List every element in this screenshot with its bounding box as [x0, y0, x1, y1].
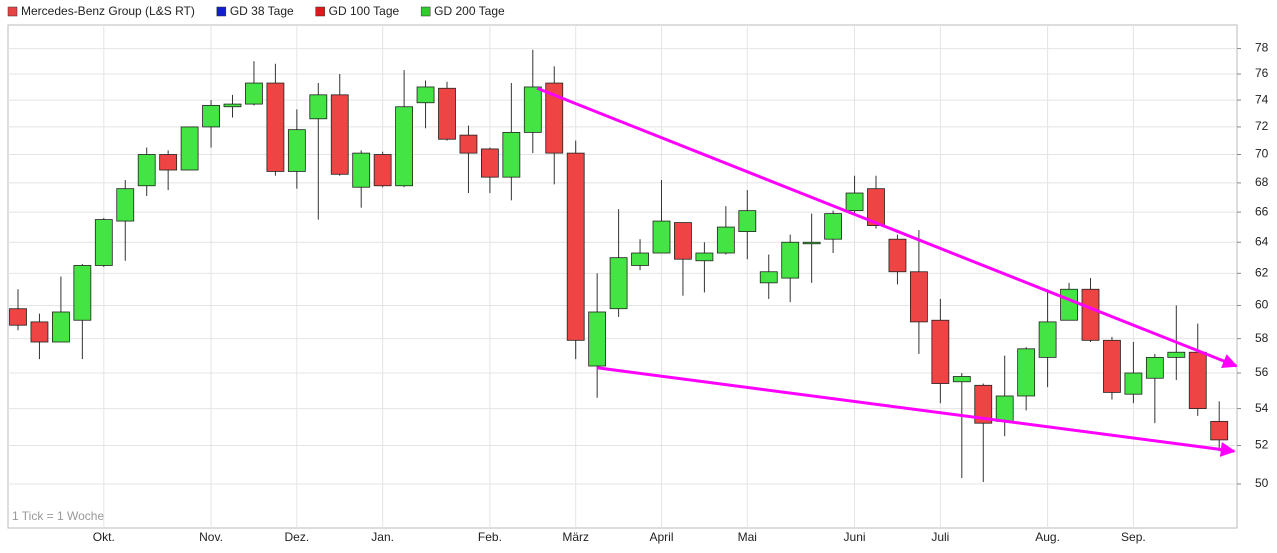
x-tick-label: März [562, 530, 589, 544]
candle-body [974, 384, 993, 424]
candle-body [1081, 288, 1100, 341]
y-tick-label: 50 [1255, 476, 1269, 490]
candle-body [202, 105, 220, 128]
candle-body [9, 308, 27, 326]
candle-body [824, 213, 842, 240]
legend-label: GD 38 Tage [230, 4, 294, 18]
legend-swatch [420, 6, 431, 17]
candle-body [952, 376, 971, 383]
candle-body [287, 129, 306, 172]
candle-body [266, 82, 285, 172]
x-tick-label: Mai [738, 530, 757, 544]
y-tick-label: 72 [1255, 119, 1269, 133]
candle-body [1017, 348, 1036, 397]
candle-body [1103, 339, 1121, 393]
candle-body [523, 86, 542, 133]
candle-body [52, 311, 70, 343]
x-tick-label: Juli [931, 530, 949, 544]
candle-body [245, 82, 263, 105]
candle-body [502, 131, 521, 178]
candle-body [1038, 321, 1057, 358]
y-tick-label: 60 [1255, 298, 1269, 312]
candle-body [781, 241, 800, 279]
candle-body [330, 94, 349, 175]
candle-body [159, 154, 178, 171]
legend-swatch [7, 6, 18, 17]
candle-body [1188, 351, 1207, 409]
candle-body [931, 319, 950, 384]
legend-swatch [315, 6, 325, 17]
candle-body [1210, 420, 1229, 441]
x-tick-label: Juni [844, 530, 866, 544]
candle-body [395, 106, 414, 187]
y-tick-label: 64 [1255, 234, 1269, 248]
candle-body [416, 86, 435, 104]
x-tick-label: Jan. [371, 530, 394, 544]
candle-body [674, 222, 692, 260]
candle-body [373, 154, 392, 187]
candle-body [631, 252, 649, 266]
candle-body [716, 226, 735, 254]
candle-body [566, 152, 585, 341]
legend-label: Mercedes-Benz Group (L&S RT) [21, 4, 195, 18]
candle-body [480, 148, 499, 178]
candle-body [309, 94, 328, 120]
x-tick-label: Feb. [478, 530, 502, 544]
candle-body [116, 188, 135, 222]
candle-body [867, 188, 885, 226]
y-tick-label: 56 [1255, 365, 1269, 379]
x-tick-label: Aug. [1035, 530, 1060, 544]
candle-body [137, 154, 156, 187]
candle-body [94, 219, 113, 266]
x-tick-label: April [649, 530, 673, 544]
candle-body [352, 152, 371, 188]
candle-body [588, 311, 607, 367]
y-tick-label: 66 [1255, 204, 1269, 218]
y-tick-label: 52 [1255, 438, 1269, 452]
trend-arrow [536, 86, 1238, 369]
candle-body [759, 271, 778, 284]
legend-label: GD 200 Tage [434, 4, 505, 18]
candle-body [1124, 372, 1143, 395]
candle-body [73, 265, 92, 321]
x-tick-label: Okt. [93, 530, 115, 544]
candle-body [802, 241, 821, 245]
candle-body [995, 395, 1014, 422]
candle-body [438, 87, 456, 140]
candle-body [609, 257, 628, 310]
y-tick-label: 62 [1255, 266, 1269, 280]
candle-body [223, 103, 242, 108]
y-tick-label: 54 [1255, 401, 1269, 415]
y-tick-label: 68 [1255, 175, 1269, 189]
candle-body [180, 126, 199, 171]
candle-body [910, 271, 928, 323]
candle-body [459, 134, 478, 154]
candle-body [1167, 351, 1186, 358]
y-tick-label: 74 [1255, 92, 1269, 106]
candle-body [888, 238, 907, 273]
candle-body [695, 252, 714, 262]
y-tick-label: 78 [1255, 41, 1269, 55]
candle-body [1060, 288, 1078, 321]
candle-body [738, 210, 757, 232]
x-tick-label: Nov. [199, 530, 223, 544]
candle-body [1145, 356, 1164, 379]
y-tick-label: 70 [1255, 147, 1269, 161]
legend-label: GD 100 Tage [329, 4, 400, 18]
candle-body [845, 192, 864, 212]
trend-arrow [596, 366, 1236, 457]
legend-swatch [216, 6, 227, 17]
x-tick-label: Sep. [1121, 530, 1146, 544]
candle-body [652, 220, 671, 254]
y-tick-label: 58 [1255, 331, 1269, 345]
candle-body [30, 321, 49, 343]
candle-body [545, 82, 564, 154]
y-tick-label: 76 [1255, 66, 1269, 80]
x-tick-label: Dez. [285, 530, 310, 544]
footnote: 1 Tick = 1 Woche [12, 509, 104, 523]
